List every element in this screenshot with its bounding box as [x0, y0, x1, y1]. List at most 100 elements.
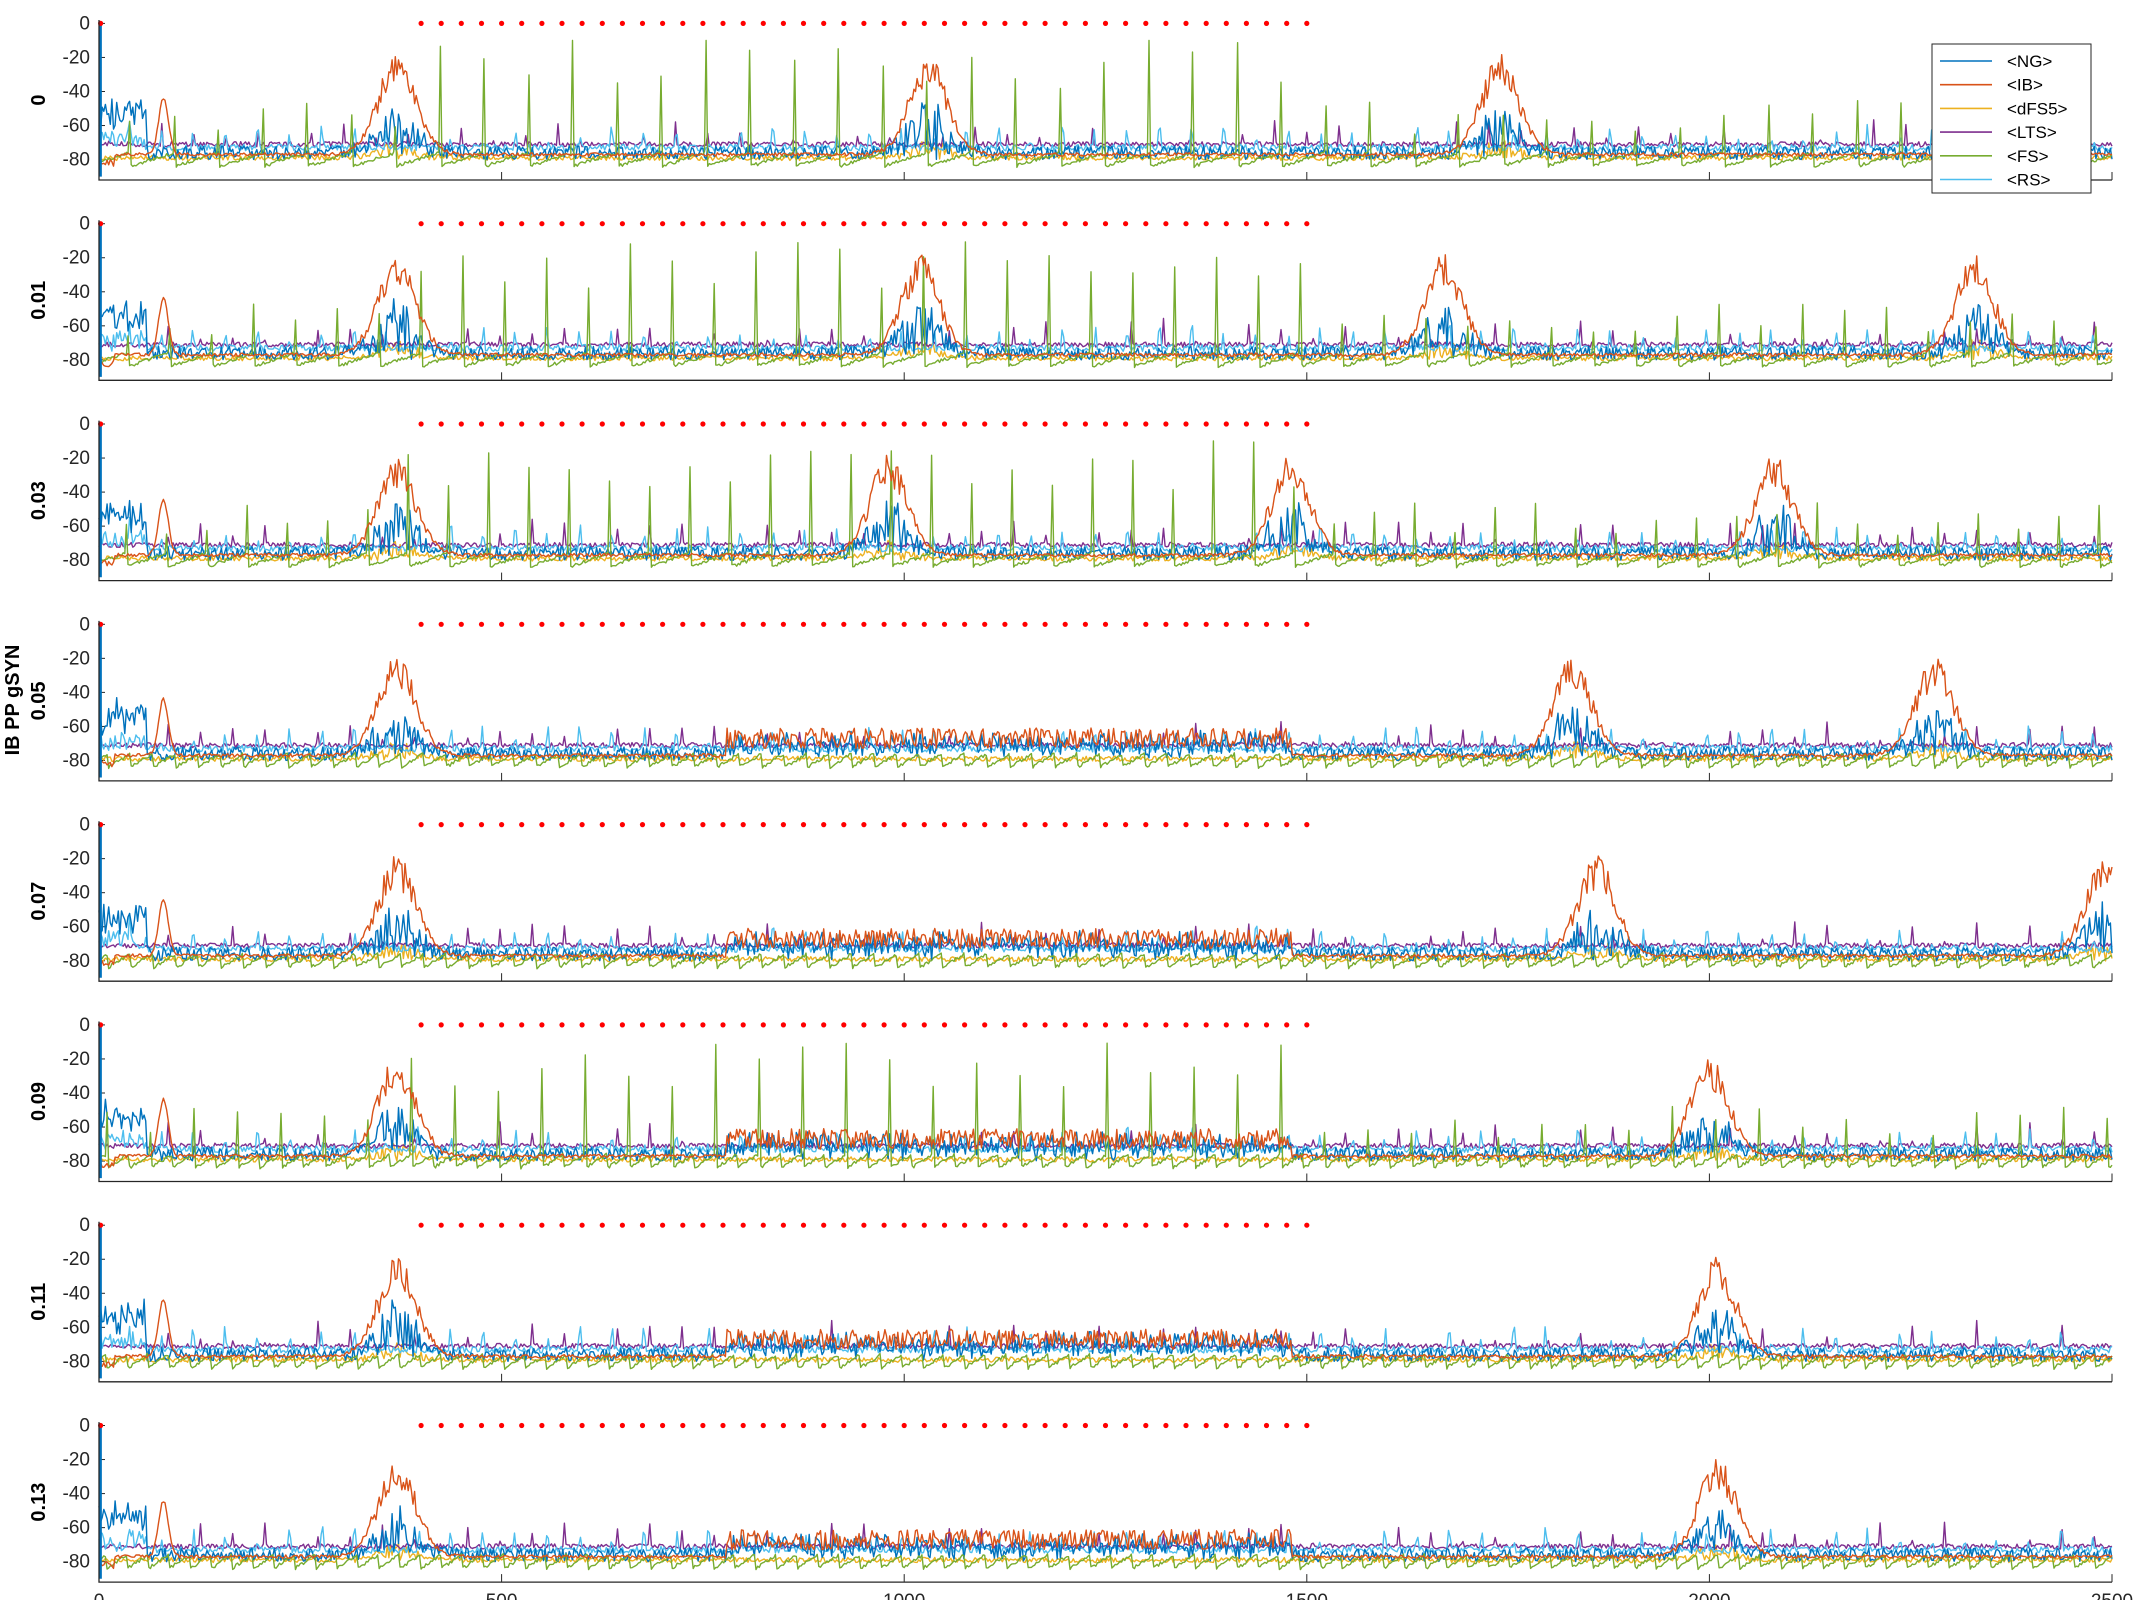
stimulus-marker — [458, 1022, 464, 1028]
stimulus-marker — [1284, 421, 1290, 427]
stimulus-marker — [901, 1422, 907, 1429]
stimulus-marker — [1143, 221, 1149, 227]
stimulus-marker — [821, 621, 827, 627]
stimulus-marker — [458, 822, 464, 828]
stimulus-marker — [539, 1222, 545, 1228]
stimulus-marker — [881, 621, 887, 627]
stimulus-marker — [559, 621, 565, 627]
stimulus-marker — [720, 621, 726, 627]
stimulus-marker — [841, 1422, 847, 1429]
stimulus-marker — [639, 1222, 646, 1228]
stimulus-marker — [740, 1422, 746, 1429]
y-tick-label: -60 — [63, 316, 90, 337]
stimulus-marker — [760, 421, 766, 427]
stimulus-marker — [1243, 1022, 1249, 1028]
stimulus-marker — [1002, 822, 1008, 828]
stimulus-marker — [639, 20, 646, 26]
legend: <NG> <IB> <dFS5> <LTS> <FS> <RS> — [1931, 43, 2092, 194]
stimulus-marker — [1022, 421, 1028, 427]
y-tick-label: -60 — [63, 917, 90, 938]
stimulus-marker — [1143, 822, 1149, 828]
row-label: 0.05 — [28, 681, 50, 720]
stimulus-marker — [1062, 421, 1068, 427]
stimulus-marker — [1183, 421, 1189, 427]
stimulus-marker — [921, 621, 927, 627]
stimulus-marker — [519, 1222, 525, 1228]
y-tick-label: -60 — [63, 516, 90, 537]
stimulus-marker — [579, 221, 585, 227]
stimulus-marker — [800, 1422, 807, 1429]
stimulus-marker — [1082, 1422, 1088, 1429]
series-lts-line — [98, 1319, 2113, 1350]
stimulus-marker — [680, 1422, 686, 1429]
stimulus-marker — [478, 221, 485, 227]
stimulus-marker — [418, 221, 424, 227]
stimulus-marker — [1263, 20, 1270, 26]
stimulus-marker — [639, 1422, 646, 1429]
stimulus-marker — [921, 1022, 927, 1028]
shared-y-axis-label: IB PP gSYN — [2, 645, 24, 756]
stimulus-marker — [1263, 421, 1270, 427]
stimulus-marker — [418, 1222, 424, 1228]
stimulus-marker — [1163, 421, 1169, 427]
legend-item: <LTS> — [1940, 123, 2057, 142]
stimulus-marker — [941, 621, 948, 627]
stimulus-marker — [680, 1022, 686, 1028]
stimulus-marker — [1304, 621, 1310, 627]
stimulus-marker — [438, 621, 444, 627]
stimulus-marker — [478, 1022, 485, 1028]
stimulus-marker — [1284, 20, 1290, 26]
stimulus-marker — [1284, 1022, 1290, 1028]
y-tick-label: -80 — [63, 150, 90, 171]
stimulus-marker — [861, 421, 867, 427]
stimulus-marker — [1123, 1022, 1129, 1028]
stimulus-marker — [1304, 1222, 1310, 1228]
y-tick-label: -20 — [63, 1049, 90, 1070]
stimulus-marker — [1163, 1422, 1169, 1429]
stimulus-marker — [1002, 221, 1008, 227]
series-ib-line — [98, 855, 2113, 966]
stimulus-marker — [800, 20, 807, 26]
stimulus-marker — [982, 221, 988, 227]
stimulus-marker — [720, 221, 726, 227]
stimulus-marker — [519, 1022, 525, 1028]
stimulus-marker — [1304, 822, 1310, 828]
row-label: 0.09 — [28, 1082, 50, 1121]
stimulus-marker — [1284, 1222, 1290, 1228]
stimulus-marker — [559, 20, 565, 26]
stimulus-marker — [1183, 1222, 1189, 1228]
stimulus-marker — [559, 421, 565, 427]
stimulus-marker — [1203, 1222, 1209, 1228]
y-tick-label: -60 — [63, 1518, 90, 1539]
y-tick-label: -40 — [63, 1083, 90, 1104]
stimulus-marker — [1082, 20, 1088, 26]
y-tick-label: -80 — [63, 350, 90, 371]
stimulus-marker — [982, 1422, 988, 1429]
legend-item: <IB> — [1940, 76, 2043, 95]
stimulus-marker — [1163, 1022, 1169, 1028]
stimulus-marker — [1183, 822, 1189, 828]
y-tick-label: -40 — [63, 1484, 90, 1505]
stimulus-marker — [1102, 421, 1109, 427]
stimulus-marker — [619, 1422, 626, 1429]
stimulus-marker — [680, 822, 686, 828]
stimulus-marker — [1062, 822, 1068, 828]
stimulus-marker — [1022, 1422, 1028, 1429]
y-tick-label: -60 — [63, 116, 90, 137]
stimulus-marker — [821, 1222, 827, 1228]
stimulus-marker — [660, 20, 666, 26]
stimulus-marker — [660, 421, 666, 427]
stimulus-marker — [1263, 822, 1270, 828]
stimulus-marker — [740, 1222, 746, 1228]
stimulus-marker — [760, 20, 766, 26]
stimulus-marker — [1183, 221, 1189, 227]
stimulus-marker — [1022, 20, 1028, 26]
stimulus-marker — [780, 1222, 787, 1228]
stimulus-marker — [1042, 1222, 1048, 1228]
x-tick-label: 2500 — [2091, 1591, 2133, 1600]
stimulus-marker — [700, 20, 706, 26]
stimulus-marker — [438, 221, 444, 227]
stimulus-marker — [962, 421, 968, 427]
series-fs-line — [98, 440, 2113, 569]
stimulus-marker — [700, 421, 706, 427]
